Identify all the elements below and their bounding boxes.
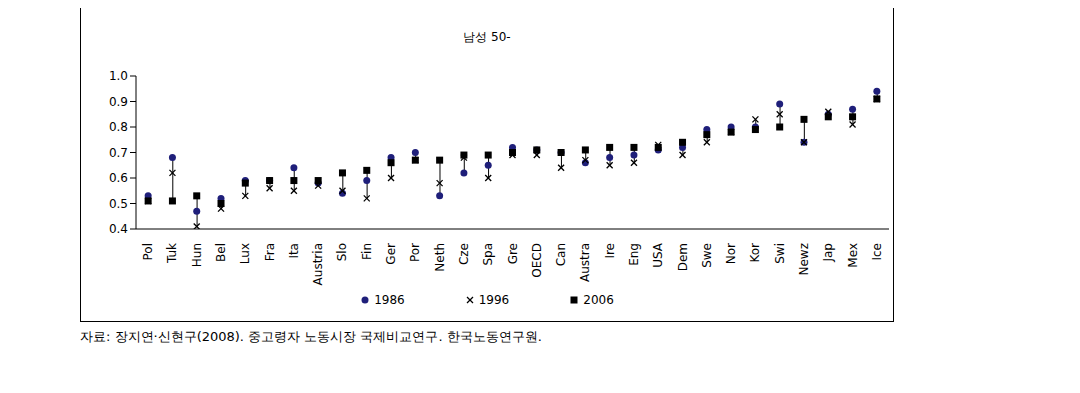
svg-text:Ita: Ita xyxy=(287,243,301,259)
svg-text:Tuk: Tuk xyxy=(165,243,179,264)
svg-text:Por: Por xyxy=(408,243,422,262)
svg-text:Nor: Nor xyxy=(724,243,738,264)
svg-text:Newz: Newz xyxy=(797,243,811,275)
svg-text:USA: USA xyxy=(651,242,665,268)
svg-text:OECD: OECD xyxy=(530,243,544,278)
svg-text:Mex: Mex xyxy=(846,243,860,268)
svg-text:Spa: Spa xyxy=(481,243,495,266)
svg-text:Gre: Gre xyxy=(506,243,520,264)
svg-text:0.8: 0.8 xyxy=(109,120,128,134)
svg-text:Eng: Eng xyxy=(627,243,641,266)
svg-text:1.0: 1.0 xyxy=(109,69,128,83)
svg-text:0.7: 0.7 xyxy=(109,146,128,160)
svg-text:Ire: Ire xyxy=(603,243,617,259)
svg-text:0.6: 0.6 xyxy=(109,171,128,185)
svg-text:0.9: 0.9 xyxy=(109,95,128,109)
svg-text:Kor: Kor xyxy=(748,243,762,263)
html-text:자료: 장지연·신현구(2008). 중고령자 노동시장 국: 자료: 장지연·신현구(2008). 중고령자 노동시장 국제비교연구. 한국노… xyxy=(80,329,542,344)
svg-text:0.5: 0.5 xyxy=(109,197,128,211)
html-text:남성 50-: 남성 50- xyxy=(463,30,511,44)
svg-text:Ice: Ice xyxy=(870,243,884,261)
svg-text:Austria: Austria xyxy=(311,243,325,285)
svg-text:Dem: Dem xyxy=(676,243,690,271)
svg-text:Ger: Ger xyxy=(384,243,398,265)
svg-text:Slo: Slo xyxy=(335,243,349,261)
svg-text:Neth: Neth xyxy=(433,243,447,272)
svg-text:Swe: Swe xyxy=(700,243,714,268)
html-text:1986: 1986 xyxy=(374,293,405,307)
svg-text:Austra: Austra xyxy=(578,243,592,282)
svg-text:Jap: Jap xyxy=(821,243,835,263)
svg-text:Fin: Fin xyxy=(360,243,374,260)
html-text:2006: 2006 xyxy=(583,293,614,307)
svg-text:Lux: Lux xyxy=(238,243,252,264)
svg-text:Pol: Pol xyxy=(141,243,155,260)
svg-text:Swi: Swi xyxy=(773,243,787,264)
html-text:1996: 1996 xyxy=(478,293,510,307)
svg-text:Cze: Cze xyxy=(457,243,471,265)
svg-text:0.4: 0.4 xyxy=(109,222,128,236)
svg-text:Can: Can xyxy=(554,243,568,266)
svg-text:Fra: Fra xyxy=(263,243,277,261)
svg-text:Bel: Bel xyxy=(214,243,228,262)
svg-text:Hun: Hun xyxy=(190,243,204,267)
